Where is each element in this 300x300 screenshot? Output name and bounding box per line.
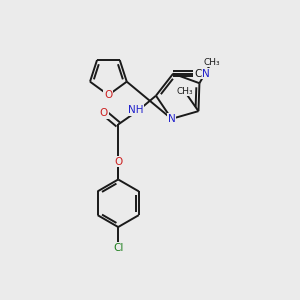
Text: N: N: [202, 69, 210, 79]
Text: C: C: [194, 69, 202, 79]
Text: CH₃: CH₃: [203, 58, 220, 67]
Text: N: N: [168, 114, 176, 124]
Text: O: O: [100, 108, 108, 118]
Text: CH₃: CH₃: [177, 87, 194, 96]
Text: Cl: Cl: [113, 243, 123, 253]
Text: O: O: [114, 157, 122, 166]
Text: O: O: [104, 90, 112, 100]
Text: NH: NH: [128, 105, 144, 115]
